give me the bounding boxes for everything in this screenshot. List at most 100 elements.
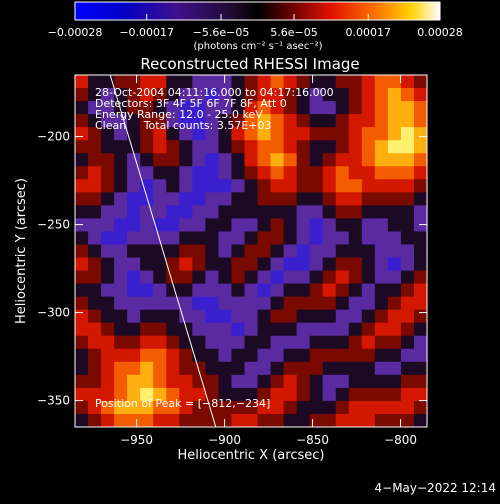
heatmap-cell <box>374 244 389 259</box>
heatmap-cell <box>101 218 115 233</box>
heatmap-cell <box>283 413 298 427</box>
heatmap-cell <box>205 75 220 89</box>
heatmap-cell <box>270 140 285 154</box>
heatmap-cell <box>88 75 102 89</box>
heatmap-cell <box>114 140 128 154</box>
heatmap-cell <box>257 127 272 141</box>
heatmap-cell <box>257 218 272 233</box>
heatmap-cell <box>361 140 376 154</box>
heatmap-cell <box>192 166 206 180</box>
heatmap-cell <box>192 218 206 233</box>
heatmap-cell <box>166 400 180 415</box>
heatmap-cell <box>166 296 180 311</box>
heatmap-cell <box>296 400 311 415</box>
heatmap-cell <box>387 283 402 298</box>
heatmap-cell <box>140 101 154 115</box>
heatmap-cell <box>335 205 350 220</box>
heatmap-cell <box>244 192 259 206</box>
heatmap-cell <box>153 335 167 350</box>
heatmap-cell <box>88 231 102 246</box>
heatmap-cell <box>153 192 167 206</box>
heatmap-cell <box>244 153 259 167</box>
heatmap-cell <box>283 335 298 350</box>
heatmap-cell <box>387 413 402 427</box>
heatmap-cell <box>218 192 233 206</box>
heatmap-cell <box>309 270 324 285</box>
heatmap-cell <box>140 88 154 102</box>
heatmap-cell <box>322 283 337 298</box>
heatmap-cell <box>166 309 180 324</box>
info-line-clean-counts: Clean Total counts: 3.57E+03 <box>95 119 272 132</box>
heatmap-cell <box>114 101 128 115</box>
heatmap-cell <box>88 413 102 427</box>
heatmap-cell <box>374 257 389 272</box>
heatmap-cell <box>374 231 389 246</box>
heatmap-cell <box>244 231 259 246</box>
heatmap-cell <box>374 283 389 298</box>
heatmap-cell <box>400 88 415 102</box>
heatmap-cell <box>400 231 415 246</box>
heatmap-cell <box>218 88 233 102</box>
heatmap-cell <box>192 387 206 402</box>
heatmap-cell <box>114 75 128 89</box>
heatmap-cell <box>88 244 102 259</box>
heatmap-cell <box>283 153 298 167</box>
heatmap-cell <box>101 231 115 246</box>
heatmap-cell <box>257 387 272 402</box>
heatmap-cell <box>283 192 298 206</box>
heatmap-cell <box>348 218 363 233</box>
heatmap-cell <box>296 257 311 272</box>
heatmap-cell <box>75 166 89 180</box>
heatmap-cell <box>257 335 272 350</box>
timestamp: 4−May−2022 12:14 <box>375 481 497 495</box>
heatmap-cell <box>192 101 206 115</box>
chart-title: Reconstructed RHESSI Image <box>140 55 359 73</box>
heatmap-cell <box>361 296 376 311</box>
y-axis-label: Heliocentric Y (arcsec) <box>14 178 29 324</box>
heatmap-cell <box>244 205 259 220</box>
heatmap-cell <box>114 309 128 324</box>
heatmap-cell <box>322 205 337 220</box>
heatmap-cell <box>166 244 180 259</box>
heatmap-cell <box>127 179 141 193</box>
heatmap-cell <box>179 270 193 285</box>
heatmap-cell <box>218 348 233 363</box>
heatmap-cell <box>153 400 167 415</box>
heatmap-cell <box>231 231 246 246</box>
heatmap-cell <box>127 205 141 220</box>
heatmap-cell <box>205 413 220 427</box>
heatmap-cell <box>309 413 324 427</box>
heatmap-cell <box>114 153 128 167</box>
colorbar-tick-label: −0.00017 <box>119 26 174 39</box>
heatmap-cell <box>153 283 167 298</box>
heatmap-cell <box>101 270 115 285</box>
heatmap-cell <box>179 413 193 427</box>
heatmap-cell <box>88 374 102 389</box>
heatmap-cell <box>296 192 311 206</box>
heatmap-cell <box>413 309 427 324</box>
heatmap-cell <box>75 101 89 115</box>
heatmap-cell <box>400 413 415 427</box>
heatmap-cell <box>192 400 206 415</box>
heatmap-cell <box>231 322 246 337</box>
y-axis-ticks: −200 −250 −300 −350 <box>37 130 427 408</box>
heatmap-cell <box>257 348 272 363</box>
heatmap-cell <box>270 88 285 102</box>
heatmap-cell <box>309 231 324 246</box>
heatmap-cell <box>348 348 363 363</box>
heatmap-cell <box>361 179 376 193</box>
colorbar-units-label: (photons cm⁻² s⁻¹ asec⁻²) <box>193 41 322 52</box>
heatmap-cell <box>153 413 167 427</box>
heatmap-cell <box>322 88 337 102</box>
heatmap-cell <box>270 205 285 220</box>
heatmap-cell <box>309 387 324 402</box>
heatmap-cell <box>231 114 246 128</box>
heatmap-cell <box>114 387 128 402</box>
heatmap-cell <box>270 75 285 89</box>
x-axis-ticks: −950 −900 −850 −800 <box>120 75 417 447</box>
heatmap-cell <box>257 101 272 115</box>
heatmap-cell <box>140 374 154 389</box>
heatmap-cell <box>361 322 376 337</box>
heatmap-cell <box>75 192 89 206</box>
colorbar <box>74 1 441 21</box>
